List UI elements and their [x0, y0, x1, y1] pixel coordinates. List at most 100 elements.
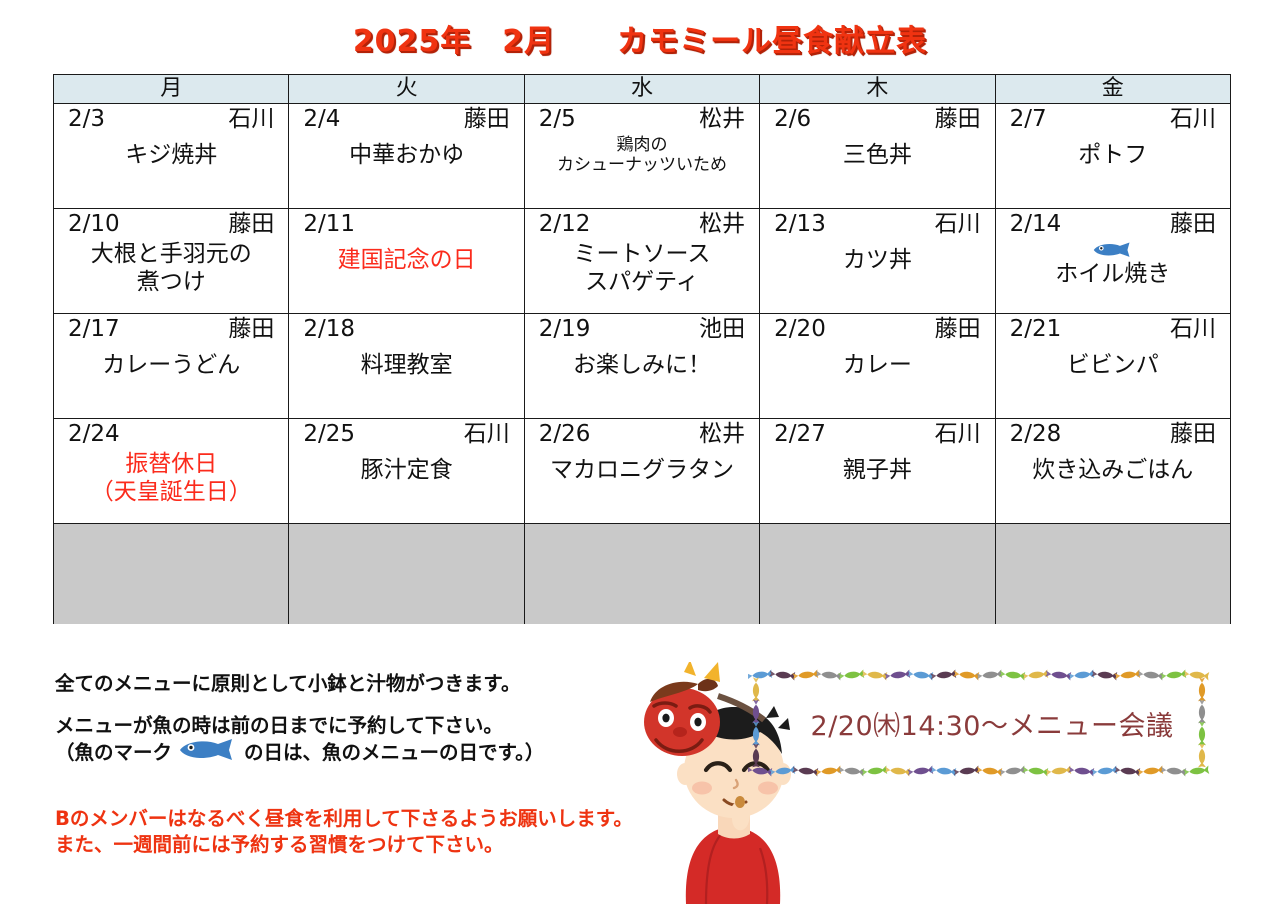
day-menu-item: カツ丼 — [842, 247, 912, 274]
calendar-day-cell[interactable]: 2/10 藤田大根と手羽元の 煮つけ — [52, 208, 290, 314]
day-menu-item: 中華おかゆ — [349, 142, 465, 169]
calendar-day-cell[interactable]: 2/7 石川 ポトフ — [994, 103, 1231, 209]
day-cell-header: 2/6 藤田 — [760, 104, 994, 132]
day-staff-name: 松井 — [699, 106, 746, 132]
day-holiday-label: 振替休日 （天皇誕生日） — [90, 451, 252, 505]
day-staff-name: 藤田 — [934, 106, 981, 132]
day-date: 2/3 — [68, 106, 106, 132]
day-staff-name: 石川 — [934, 421, 981, 447]
fish-icon — [172, 738, 244, 767]
day-menu-item: お楽しみに！ — [572, 352, 711, 379]
title-bar: 2025年 2月 カモミール昼食献立表 — [0, 0, 1280, 62]
notes-section: 全てのメニューに原則として小鉢と汁物がつきます。 メニューが魚の時は前の日までに… — [55, 672, 675, 785]
day-cell-header: 2/14 藤田 — [996, 209, 1230, 237]
day-menu-item: 親子丼 — [842, 457, 912, 484]
day-menu-item: カレー — [842, 352, 912, 379]
day-menu-item: 豚汁定食 — [360, 457, 453, 484]
calendar-day-cell[interactable]: 2/25 石川 豚汁定食 — [288, 418, 525, 524]
day-staff-name: 松井 — [699, 421, 746, 447]
calendar-day-cell[interactable]: 2/19 池田 お楽しみに！ — [523, 313, 761, 419]
day-date: 2/5 — [538, 106, 576, 132]
day-date: 2/4 — [303, 106, 341, 132]
calendar-table: 月 火 水 木 金 2/3 石川 キジ焼丼 2/4 藤田 中華おかゆ 2/5 松井 鶏肉の カシ… — [52, 74, 1231, 624]
day-cell-header: 2/25 石川 — [289, 419, 523, 447]
day-staff-name: 石川 — [1169, 106, 1216, 132]
calendar-week-row: 2/17 藤田 カレーうどん 2/18 料理教室 2/19 池田 お楽しみに！ 2/20 藤田 カレ… — [52, 313, 1231, 419]
day-cell-header: 2/20 藤田 — [760, 314, 994, 342]
calendar-day-cell[interactable]: 2/6 藤田 三色丼 — [759, 103, 996, 209]
day-cell-header: 2/12 松井 — [525, 209, 759, 237]
day-menu-item: マカロニグラタン — [549, 457, 734, 484]
calendar-empty-row — [52, 523, 1231, 624]
calendar-empty-cell — [994, 523, 1231, 624]
day-staff-name: 藤田 — [1169, 421, 1216, 447]
page-title: 2025年 2月 カモミール昼食献立表 — [352, 24, 928, 59]
day-date: 2/28 — [1009, 421, 1062, 447]
fish-border-frame — [748, 669, 1210, 777]
day-staff-name: 藤田 — [934, 316, 981, 342]
day-cell-header: 2/11 — [289, 209, 523, 237]
calendar-day-cell[interactable]: 2/14 藤田 ホイル焼き — [994, 208, 1231, 314]
day-menu-item: 炊き込みごはん — [1032, 457, 1194, 484]
day-date: 2/12 — [538, 211, 591, 237]
note-fish-reservation-line1: メニューが魚の時は前の日までに予約して下さい。 — [55, 714, 503, 738]
day-cell-header: 2/10 藤田 — [54, 209, 288, 237]
note-request-line1: Bのメンバーはなるべく昼食を利用して下さるようお願いします。 — [55, 807, 633, 830]
calendar-day-cell[interactable]: 2/3 石川 キジ焼丼 — [52, 103, 290, 209]
day-date: 2/24 — [68, 421, 120, 447]
calendar-day-cell[interactable]: 2/27 石川 親子丼 — [759, 418, 996, 524]
calendar-day-cell[interactable]: 2/26 松井マカロニグラタン — [523, 418, 761, 524]
day-staff-name: 松井 — [699, 211, 746, 237]
calendar-day-cell[interactable]: 2/28 藤田炊き込みごはん — [994, 418, 1231, 524]
calendar-day-cell[interactable]: 2/4 藤田中華おかゆ — [288, 103, 525, 209]
day-staff-name: 石川 — [228, 106, 275, 132]
calendar-day-cell[interactable]: 2/12 松井 ミートソース スパゲティ — [523, 208, 761, 314]
day-staff-name: 藤田 — [228, 211, 275, 237]
calendar-day-cell[interactable]: 2/11 建国記念の日 — [288, 208, 525, 314]
calendar-day-cell[interactable]: 2/18 料理教室 — [288, 313, 525, 419]
day-menu-item: ホイル焼き — [1055, 261, 1171, 288]
day-date: 2/25 — [303, 421, 356, 447]
calendar-day-cell[interactable]: 2/5 松井鶏肉の カシューナッツいため — [523, 103, 761, 209]
day-date: 2/27 — [774, 421, 826, 447]
day-date: 2/26 — [538, 421, 591, 447]
day-date: 2/7 — [1009, 106, 1047, 132]
calendar-day-cell[interactable]: 2/17 藤田 カレーうどん — [52, 313, 290, 419]
meeting-banner-text: 2/20㈭14:30〜メニュー会議 — [810, 710, 1174, 742]
setsubun-child-illustration — [640, 660, 825, 905]
note-fish-prefix: （魚のマーク — [55, 740, 173, 764]
note-fish-reservation: メニューが魚の時は前の日までに予約して下さい。 （魚のマーク の日は、魚のメニュ… — [55, 714, 675, 767]
day-cell-header: 2/3 石川 — [54, 104, 288, 132]
calendar-header-row: 月 火 水 木 金 — [52, 74, 1231, 104]
menu-calendar: 月 火 水 木 金 2/3 石川 キジ焼丼 2/4 藤田 中華おかゆ 2/5 松井 鶏肉の カシ… — [52, 74, 1231, 624]
day-date: 2/21 — [1009, 316, 1062, 342]
day-staff-name: 藤田 — [1169, 211, 1216, 237]
calendar-empty-cell — [52, 523, 290, 624]
day-menu-item: 鶏肉の カシューナッツいため — [556, 135, 727, 175]
day-cell-header: 2/5 松井 — [525, 104, 759, 132]
calendar-day-cell[interactable]: 2/13 石川 カツ丼 — [759, 208, 996, 314]
day-cell-header: 2/17 藤田 — [54, 314, 288, 342]
day-menu-item: カレーうどん — [102, 352, 241, 379]
day-menu-item: ビビンパ — [1066, 352, 1159, 379]
day-staff-name: 藤田 — [228, 316, 275, 342]
calendar-week-row: 2/3 石川 キジ焼丼 2/4 藤田 中華おかゆ 2/5 松井 鶏肉の カシューナッツいため 2/… — [52, 103, 1231, 209]
day-date: 2/18 — [303, 316, 356, 342]
day-staff-name: 池田 — [699, 316, 746, 342]
day-cell-header: 2/18 — [289, 314, 523, 342]
day-cell-header: 2/4 藤田 — [289, 104, 523, 132]
note-side-dishes: 全てのメニューに原則として小鉢と汁物がつきます。 — [55, 672, 675, 696]
day-menu-item: 大根と手羽元の 煮つけ — [90, 241, 252, 295]
weekday-header-fri: 金 — [994, 74, 1231, 104]
day-cell-header: 2/27 石川 — [760, 419, 994, 447]
calendar-week-row: 2/10 藤田 大根と手羽元の 煮つけ 2/11 建国記念の日 2/12 松井 ミートソース … — [52, 208, 1231, 314]
calendar-day-cell[interactable]: 2/24 振替休日 （天皇誕生日） — [52, 418, 290, 524]
day-cell-header: 2/21 石川 — [996, 314, 1230, 342]
note-request-line2: また、一週間前には予約する習慣をつけて下さい。 — [55, 833, 504, 857]
weekday-header-mon: 月 — [52, 74, 290, 104]
calendar-day-cell[interactable]: 2/21 石川 ビビンパ — [994, 313, 1231, 419]
note-side-dishes-text: 全てのメニューに原則として小鉢と汁物がつきます。 — [55, 672, 521, 695]
fish-menu-icon — [996, 239, 1230, 261]
calendar-day-cell[interactable]: 2/20 藤田 カレー — [759, 313, 996, 419]
calendar-empty-cell — [523, 523, 761, 624]
